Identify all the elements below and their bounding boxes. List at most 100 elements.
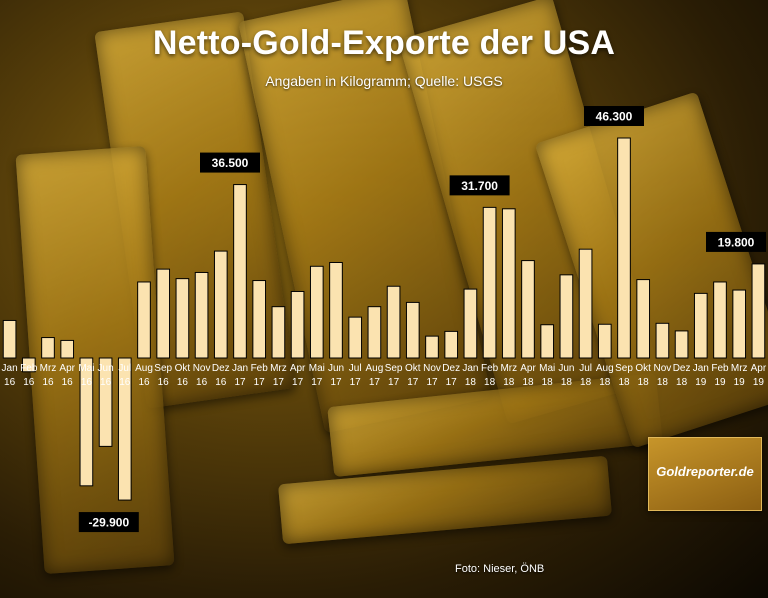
data-label: 31.700 — [449, 175, 510, 196]
x-tick-year: 16 — [215, 377, 227, 388]
x-tick-year: 17 — [350, 377, 362, 388]
chart-title: Netto-Gold-Exporte der USA — [152, 24, 616, 62]
bar — [636, 279, 651, 359]
bar — [597, 323, 612, 359]
bar — [521, 260, 535, 359]
chart-subtitle: Angaben in Kilogramm; Quelle: USGS — [265, 73, 503, 89]
bar — [751, 263, 766, 359]
x-tick-month: Mrz — [40, 363, 57, 374]
x-tick-year: 17 — [407, 377, 419, 388]
x-tick-month: Apr — [520, 363, 536, 374]
x-tick-year: 17 — [330, 377, 342, 388]
x-tick-month: Mai — [309, 363, 325, 374]
data-label-text: 31.700 — [461, 179, 498, 193]
x-tick-year: 16 — [100, 377, 112, 388]
goldreporter-logo: Goldreporter.de — [648, 437, 762, 511]
x-tick-month: Mrz — [270, 363, 287, 374]
data-label-box — [449, 175, 510, 196]
data-label-box — [706, 231, 766, 252]
bar — [617, 137, 631, 359]
bar — [540, 324, 555, 359]
data-label-box — [200, 152, 260, 173]
data-label-text: -29.900 — [88, 516, 129, 530]
x-tick-month: Mai — [539, 363, 555, 374]
x-tick-year: 19 — [714, 377, 726, 388]
x-tick-month: Okt — [405, 363, 421, 374]
x-tick-year: 18 — [676, 377, 688, 388]
bar — [386, 285, 401, 359]
x-tick-month: Jan — [693, 363, 709, 374]
data-label: -29.900 — [78, 512, 139, 533]
x-tick-month: Feb — [20, 363, 38, 374]
bar — [21, 357, 36, 373]
logo-text: Goldreporter.de — [656, 464, 754, 479]
bar — [117, 357, 132, 501]
x-tick-month: Jun — [328, 363, 344, 374]
x-tick-year: 16 — [119, 377, 131, 388]
x-tick-year: 16 — [177, 377, 189, 388]
x-tick-month: Jan — [232, 363, 248, 374]
x-tick-year: 18 — [522, 377, 534, 388]
bar — [2, 319, 17, 359]
photo-credit: Foto: Nieser, ÖNB — [455, 563, 545, 575]
x-tick-month: Mrz — [731, 363, 748, 374]
bar — [175, 278, 190, 359]
bar — [309, 265, 324, 359]
bar — [713, 281, 727, 359]
x-tick-year: 19 — [753, 377, 765, 388]
x-tick-year: 16 — [196, 377, 208, 388]
x-tick-year: 17 — [273, 377, 285, 388]
bar — [578, 248, 593, 359]
x-tick-month: Dez — [442, 363, 460, 374]
bar — [693, 292, 708, 359]
bar — [194, 271, 209, 359]
bar — [271, 306, 286, 359]
bar — [674, 330, 689, 359]
bar — [425, 335, 439, 359]
x-tick-month: Jun — [558, 363, 574, 374]
x-tick-month: Sep — [154, 363, 172, 374]
bar — [367, 306, 382, 359]
x-tick-month: Apr — [59, 363, 75, 374]
x-tick-month: Aug — [135, 363, 153, 374]
x-tick-year: 17 — [426, 377, 438, 388]
bar — [559, 274, 574, 359]
annotations-layer: -29.900 36.500 31.700 46.300 19.800 — [78, 106, 766, 533]
x-tick-year: 19 — [695, 377, 707, 388]
x-tick-year: 18 — [561, 377, 573, 388]
x-tick-month: Nov — [654, 363, 672, 374]
x-tick-month: Jul — [579, 363, 592, 374]
x-tick-month: Dez — [673, 363, 691, 374]
x-tick-month: Aug — [366, 363, 384, 374]
data-label-box — [584, 106, 644, 126]
x-tick-month: Sep — [615, 363, 633, 374]
x-tick-year: 18 — [542, 377, 554, 388]
data-label-text: 46.300 — [596, 110, 633, 124]
x-tick-month: Apr — [751, 363, 767, 374]
x-tick-year: 18 — [618, 377, 630, 388]
x-tick-month: Feb — [481, 363, 499, 374]
data-label-text: 19.800 — [718, 235, 755, 249]
x-tick-year: 18 — [580, 377, 592, 388]
tick-labels-layer: Jan 16 Feb 16 Mrz 16 Apr 16 Mai 16 Jun 16 Jul 16 Aug 16… — [2, 363, 767, 388]
x-tick-month: Sep — [385, 363, 403, 374]
x-tick-month: Feb — [251, 363, 269, 374]
x-tick-year: 16 — [138, 377, 150, 388]
data-label: 46.300 — [584, 106, 644, 126]
x-tick-year: 18 — [638, 377, 650, 388]
x-tick-year: 16 — [4, 377, 16, 388]
x-tick-year: 16 — [158, 377, 170, 388]
x-tick-year: 17 — [369, 377, 381, 388]
bar — [444, 330, 459, 359]
x-tick-month: Okt — [175, 363, 191, 374]
x-tick-year: 18 — [465, 377, 477, 388]
x-tick-year: 16 — [81, 377, 93, 388]
x-tick-month: Nov — [423, 363, 441, 374]
x-tick-month: Jan — [462, 363, 478, 374]
x-tick-month: Jul — [349, 363, 362, 374]
bar — [405, 301, 420, 359]
bar — [79, 357, 94, 487]
data-label: 19.800 — [706, 231, 766, 252]
bar — [732, 289, 747, 359]
